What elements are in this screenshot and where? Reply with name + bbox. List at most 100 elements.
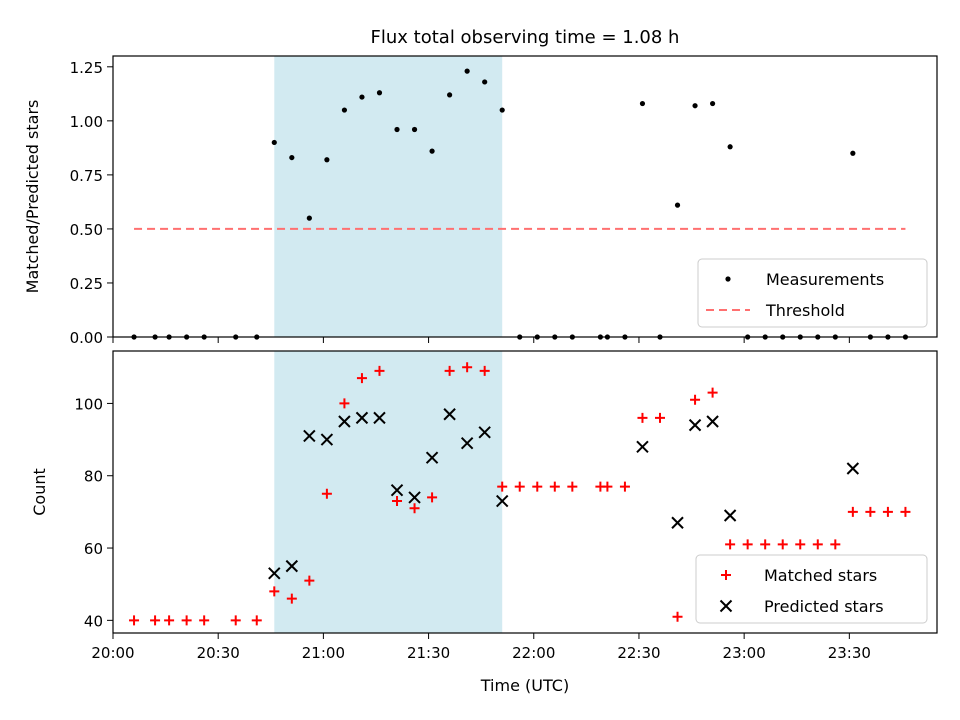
predicted-star-point bbox=[320, 433, 334, 446]
matched-star-point bbox=[602, 481, 613, 492]
predicted-star-point bbox=[671, 516, 684, 529]
measurement-point bbox=[499, 107, 505, 113]
matched-star-point bbox=[707, 387, 718, 398]
top-axes-frame bbox=[112, 55, 938, 338]
matched-star-point bbox=[479, 365, 490, 376]
measurement-point bbox=[429, 148, 435, 154]
matched-star-point bbox=[760, 539, 771, 550]
predicted-star-point bbox=[636, 440, 649, 454]
top-legend: Measurements Threshold bbox=[697, 258, 928, 328]
matched-star-point bbox=[619, 481, 630, 492]
matched-star-point bbox=[654, 412, 665, 423]
matched-star-point bbox=[251, 615, 262, 626]
top-ylabel: Matched/Predicted stars bbox=[23, 100, 42, 294]
matched-star-point bbox=[181, 615, 192, 626]
top-ytick-label: 0.75 bbox=[70, 167, 103, 185]
predicted-star-point bbox=[846, 462, 860, 475]
matched-star-point bbox=[637, 412, 648, 423]
measurement-point bbox=[306, 215, 312, 221]
predicted-star-point bbox=[268, 567, 281, 580]
matched-star-point bbox=[164, 615, 175, 626]
bottom-ytick-label: 80 bbox=[84, 468, 103, 486]
bottom-xtick-label: 23:00 bbox=[723, 644, 766, 662]
predicted-star-point bbox=[723, 509, 737, 522]
legend-marker bbox=[719, 599, 733, 613]
matched-star-point bbox=[532, 481, 543, 492]
matched-star-point bbox=[865, 506, 876, 517]
predicted-star-point bbox=[303, 429, 316, 443]
measurement-point bbox=[727, 144, 733, 150]
bottom-xtick-label: 20:30 bbox=[197, 644, 240, 662]
bottom-panel: 40 60 80 100 20:00 20:30 21:00 21:30 22:00 22:30 2… bbox=[30, 350, 938, 695]
matched-star-point bbox=[427, 492, 438, 503]
legend-marker bbox=[725, 276, 731, 282]
top-ytick-label: 1.00 bbox=[70, 113, 103, 131]
legend-label: Matched stars bbox=[764, 566, 877, 585]
bottom-xlabel: Time (UTC) bbox=[480, 676, 569, 695]
matched-star-point bbox=[514, 481, 525, 492]
matched-star-point bbox=[444, 365, 455, 376]
measurement-point bbox=[447, 92, 453, 98]
bottom-axes-frame bbox=[112, 350, 938, 634]
predicted-star-point bbox=[443, 408, 456, 421]
measurement-point bbox=[482, 79, 488, 85]
bottom-marks bbox=[129, 362, 911, 626]
measurement-point bbox=[411, 126, 418, 133]
bottom-ytick-label: 100 bbox=[74, 395, 103, 413]
bottom-shaded-interval bbox=[274, 351, 503, 633]
top-axis-ticks: 0.00 0.25 0.50 0.75 1.00 1.25 bbox=[70, 59, 850, 347]
matched-star-point bbox=[567, 481, 578, 492]
bottom-xtick-label: 21:00 bbox=[302, 644, 345, 662]
matched-star-point bbox=[462, 362, 473, 373]
matched-star-point bbox=[742, 539, 753, 550]
bottom-ytick-label: 40 bbox=[84, 612, 103, 630]
matched-star-point bbox=[269, 586, 280, 597]
measurement-point bbox=[376, 90, 383, 96]
predicted-star-point bbox=[355, 411, 369, 425]
predicted-star-point bbox=[285, 559, 299, 573]
matched-star-point bbox=[900, 506, 911, 517]
measurement-point bbox=[709, 100, 716, 107]
matched-star-point bbox=[150, 615, 161, 626]
bottom-xtick-label: 22:30 bbox=[617, 644, 660, 662]
measurement-point bbox=[271, 139, 277, 146]
top-shaded-interval bbox=[274, 56, 503, 337]
legend-label: Measurements bbox=[766, 270, 884, 289]
legend-box bbox=[697, 258, 928, 328]
measurement-point bbox=[692, 103, 698, 109]
predicted-star-point bbox=[478, 426, 491, 439]
measurement-point bbox=[639, 100, 646, 107]
predicted-star-point bbox=[496, 494, 509, 508]
bottom-axis-ticks: 40 60 80 100 20:00 20:30 21:00 21:30 22:00 22:30 2… bbox=[74, 395, 871, 662]
matched-star-point bbox=[321, 488, 332, 499]
matched-star-point bbox=[304, 575, 315, 586]
top-ytick-label: 0.00 bbox=[70, 329, 103, 347]
bottom-xtick-label: 20:00 bbox=[91, 644, 134, 662]
top-ytick-label: 1.25 bbox=[70, 59, 103, 77]
matched-star-point bbox=[392, 496, 403, 507]
predicted-star-point bbox=[706, 415, 719, 428]
measurement-point bbox=[341, 107, 348, 113]
predicted-star-point bbox=[425, 451, 439, 464]
bottom-xtick-label: 23:30 bbox=[828, 644, 871, 662]
legend-label: Predicted stars bbox=[764, 597, 884, 616]
predicted-star-point bbox=[390, 483, 404, 497]
predicted-star-point bbox=[408, 491, 421, 504]
matched-star-point bbox=[830, 539, 841, 550]
matched-star-point bbox=[374, 365, 385, 376]
figure-title: Flux total observing time = 1.08 h bbox=[371, 27, 680, 48]
top-panel: 0.00 0.25 0.50 0.75 1.00 1.25 Matched/Predict… bbox=[23, 55, 938, 347]
legend-box bbox=[695, 554, 928, 624]
legend-marker bbox=[721, 570, 731, 580]
predicted-star-point bbox=[373, 411, 386, 425]
matched-star-point bbox=[409, 503, 420, 514]
top-ytick-label: 0.25 bbox=[70, 275, 103, 293]
bottom-ylabel: Count bbox=[30, 468, 49, 516]
matched-star-point bbox=[672, 611, 683, 622]
matched-star-point bbox=[795, 539, 806, 550]
bottom-xtick-label: 22:00 bbox=[512, 644, 555, 662]
predicted-star-point bbox=[688, 418, 702, 432]
matched-star-point bbox=[777, 539, 788, 550]
bottom-xtick-label: 21:30 bbox=[407, 644, 450, 662]
